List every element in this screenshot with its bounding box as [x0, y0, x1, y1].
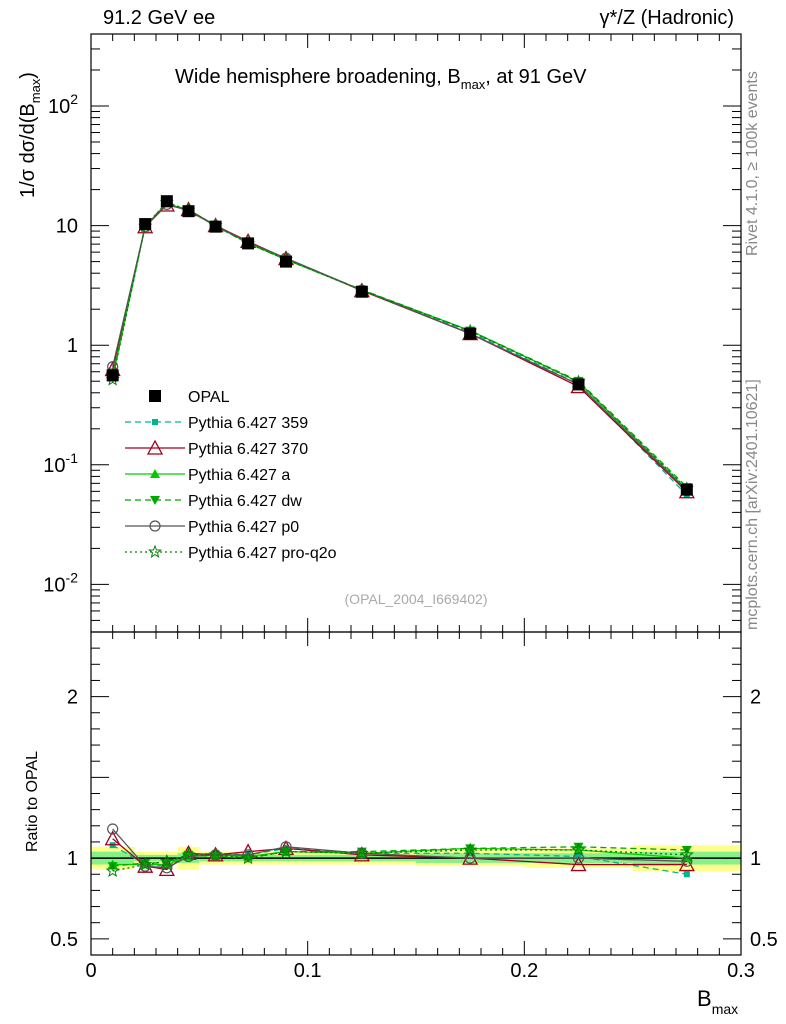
- x-tick-label: 0.1: [294, 960, 322, 982]
- legend-marker: [150, 469, 160, 478]
- legend-label: Pythia 6.427 p0: [188, 519, 299, 536]
- y-axis-label: 1/σ dσ/d(Bmax): [17, 72, 43, 198]
- ratio-tick-label-right: 0.5: [750, 929, 778, 951]
- ratio-tick-label-right: 1: [750, 848, 761, 870]
- ratio-series-point: [465, 844, 476, 854]
- ratio-frame: [90, 631, 742, 956]
- ratio-series-point: [683, 871, 690, 878]
- legend-label: Pythia 6.427 dw: [188, 493, 302, 510]
- data-point: [464, 327, 477, 340]
- ratio-series-point: [139, 860, 151, 872]
- ratio-series-point: [571, 842, 586, 857]
- x-tick-label: 0.2: [510, 960, 538, 982]
- ratio-series-point: [182, 850, 195, 863]
- x-axis-label: Bmax: [697, 986, 738, 1017]
- ratio-series-point: [242, 849, 254, 861]
- ratio-series-point: [138, 857, 153, 871]
- ratio-axis-label: Ratio to OPAL: [24, 751, 41, 852]
- ratio-tick-label-left: 1: [67, 848, 78, 870]
- data-point: [106, 369, 119, 382]
- ratio-series-point: [356, 847, 367, 857]
- ratio-series-point: [137, 857, 154, 873]
- plot-title: Wide hemisphere broadening, Bmax, at 91 …: [175, 66, 587, 92]
- legend-marker: [146, 439, 164, 455]
- y-tick-label: 10: [56, 216, 78, 238]
- data-point: [160, 195, 173, 208]
- ratio-tick-label-right: 2: [750, 687, 761, 709]
- ratio-tick-label-left: 2: [67, 687, 78, 709]
- ratio-series-point: [159, 853, 174, 868]
- data-point: [680, 483, 693, 496]
- ratio-series-point: [161, 862, 173, 874]
- data-point: [242, 237, 255, 250]
- x-tick-label: 0.3: [727, 960, 755, 982]
- legend-marker: [152, 419, 158, 425]
- y-tick-label: 10-2: [43, 569, 78, 596]
- ratio-series-point: [354, 845, 369, 860]
- ratio-series-point: [570, 856, 587, 872]
- ratio-series-point: [353, 846, 370, 862]
- legend-label: Pythia 6.427 a: [188, 467, 290, 484]
- ratio-series-point: [107, 823, 119, 835]
- legend-label: Pythia 6.427 pro-q2o: [188, 545, 337, 562]
- ratio-series-line: [112, 828, 687, 869]
- data-point: [280, 255, 292, 268]
- ratio-series-line: [112, 849, 687, 872]
- ratio-series-point: [104, 830, 121, 846]
- legend-label: Pythia 6.427 359: [188, 415, 308, 432]
- analysis-tag: (OPAL_2004_I669402): [345, 591, 488, 607]
- ratio-series-point: [158, 861, 175, 877]
- legend-marker: [148, 544, 162, 559]
- ratio-series-point: [681, 855, 693, 867]
- x-tick-label: 0: [85, 960, 96, 982]
- y-tick-label: 102: [48, 91, 78, 118]
- ratio-tick-label-left: 0.5: [50, 929, 78, 951]
- ratio-series-point: [181, 847, 196, 861]
- legend-marker-data: [149, 390, 161, 402]
- ratio-series-point: [208, 847, 223, 861]
- ratio-series-point: [463, 842, 478, 857]
- ratio-series-point: [679, 847, 694, 861]
- main-frame: [90, 33, 742, 633]
- ratio-series-point: [279, 844, 293, 858]
- ratio-series-point: [573, 842, 584, 852]
- data-point: [209, 220, 222, 233]
- ratio-series-point: [681, 846, 692, 856]
- ratio-series-point: [105, 863, 120, 878]
- data-point: [355, 285, 368, 298]
- y-tick-label: 1: [67, 335, 78, 357]
- data-point: [139, 218, 152, 231]
- header-right: γ*/Z (Hadronic): [599, 7, 734, 29]
- legend-label: Pythia 6.427 370: [188, 441, 308, 458]
- legend-marker: [150, 496, 160, 505]
- rivet-label: Rivet 4.1.0, ≥ 100k events: [744, 71, 761, 256]
- legend-label-data: OPAL: [188, 389, 230, 406]
- ratio-series-point: [107, 862, 118, 872]
- y-tick-label: 10-1: [43, 450, 78, 477]
- mcplots-label: mcplots.cern.ch [arXiv:2401.10621]: [744, 379, 761, 630]
- ratio-series-line: [112, 846, 687, 867]
- legend-marker: [149, 520, 161, 532]
- header-left: 91.2 GeV ee: [103, 7, 216, 29]
- data-point: [572, 378, 585, 391]
- data-point: [182, 205, 195, 218]
- ratio-series-point: [241, 850, 256, 865]
